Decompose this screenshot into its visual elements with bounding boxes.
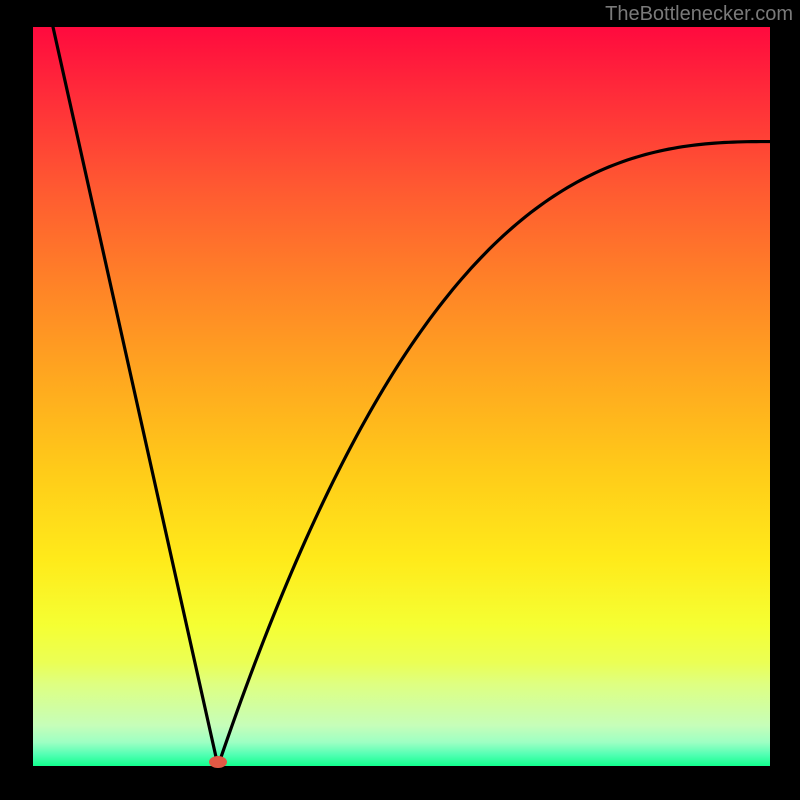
watermark-label: TheBottlenecker.com xyxy=(605,3,793,25)
chart-container: TheBottlenecker.com xyxy=(0,0,800,800)
valley-marker xyxy=(209,756,227,768)
plot-background xyxy=(33,27,770,766)
bottleneck-chart: TheBottlenecker.com xyxy=(0,0,800,800)
